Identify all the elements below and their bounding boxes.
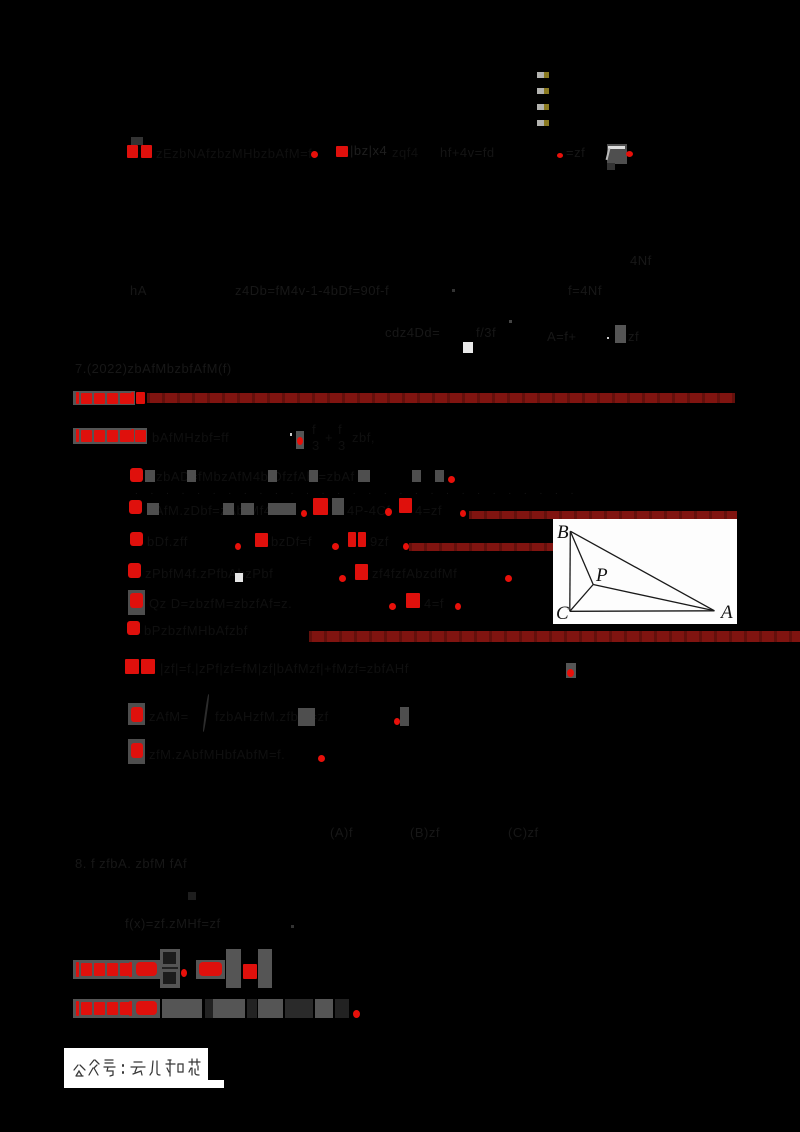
svg-text:B: B [557,522,569,543]
svg-text:A: A [719,602,733,623]
svg-text:P: P [595,565,608,586]
svg-text:C: C [556,603,569,624]
